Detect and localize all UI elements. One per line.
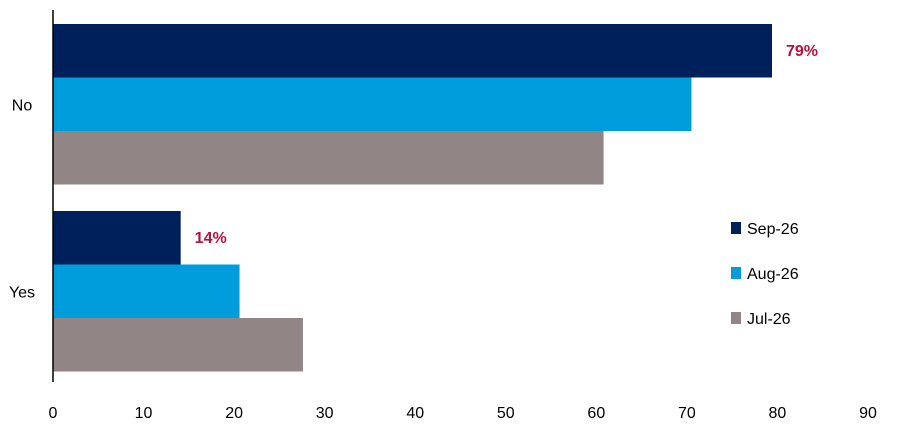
legend-swatch-jul-26 <box>731 312 741 324</box>
x-tick-label: 60 <box>587 405 605 422</box>
x-tick-label: 10 <box>135 405 153 422</box>
legend-label-sep-26: Sep-26 <box>747 221 799 238</box>
legend-swatch-sep-26 <box>731 222 741 234</box>
legend-label-jul-26: Jul-26 <box>747 311 791 328</box>
legend-swatch-aug-26 <box>731 267 741 279</box>
category-label-no: No <box>12 97 33 114</box>
x-tick-label: 50 <box>497 405 515 422</box>
legend: Sep-26 Aug-26 Jul-26 <box>731 221 799 328</box>
category-labels-group: No Yes <box>9 97 35 301</box>
bar-no-jul-26 <box>53 131 604 185</box>
x-tick-label: 0 <box>49 405 58 422</box>
bar-yes-jul-26 <box>53 318 303 372</box>
x-tick-labels-group: 0 10 20 30 40 50 60 70 80 90 <box>49 405 877 422</box>
x-tick-label: 80 <box>769 405 787 422</box>
bar-no-aug-26 <box>53 77 692 131</box>
x-tick-label: 30 <box>316 405 334 422</box>
bar-yes-sep-26 <box>53 211 181 265</box>
data-label-no-sep-26: 79% <box>786 43 818 60</box>
category-label-yes: Yes <box>9 284 35 301</box>
bar-no-sep-26 <box>53 24 773 78</box>
x-tick-label: 20 <box>225 405 243 422</box>
data-labels-group: 79% 14% <box>195 43 818 247</box>
data-label-yes-sep-26: 14% <box>195 230 227 247</box>
legend-label-aug-26: Aug-26 <box>747 266 799 283</box>
bars-group <box>53 24 773 372</box>
x-tick-label: 90 <box>859 405 877 422</box>
x-tick-label: 70 <box>678 405 696 422</box>
bar-yes-aug-26 <box>53 264 240 318</box>
x-tick-label: 40 <box>406 405 424 422</box>
